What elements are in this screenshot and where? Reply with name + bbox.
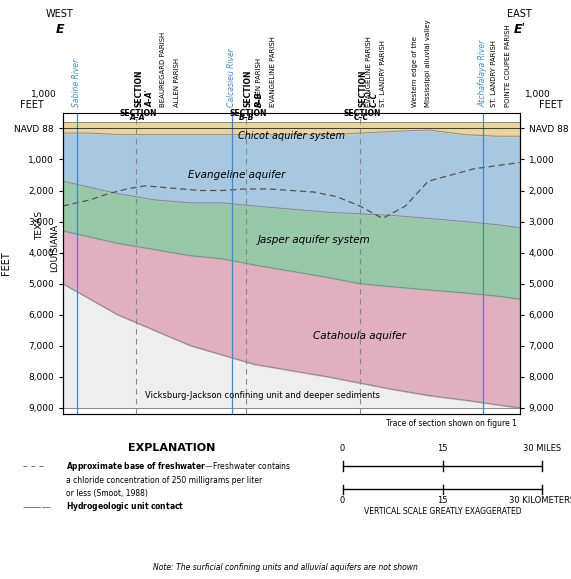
Text: EVANGELINE PARISH: EVANGELINE PARISH (366, 36, 372, 107)
Text: ———: ——— (23, 501, 52, 512)
Text: ST. LANDRY PARISH: ST. LANDRY PARISH (492, 40, 497, 107)
Text: LOUISIANA: LOUISIANA (50, 224, 59, 273)
Text: 1,000: 1,000 (31, 90, 57, 99)
Text: Western edge of the: Western edge of the (412, 36, 417, 107)
Text: ALLEN PARISH: ALLEN PARISH (256, 58, 262, 107)
Text: A–Aʹ: A–Aʹ (146, 89, 155, 107)
Text: B–Bʹ: B–Bʹ (239, 113, 257, 122)
Text: SECTION: SECTION (358, 69, 367, 107)
Text: B–Bʹ: B–Bʹ (255, 89, 264, 107)
Text: Mississippi alluvial valley: Mississippi alluvial valley (425, 20, 431, 107)
Text: – – –: – – – (23, 461, 44, 471)
Text: 1,000: 1,000 (525, 90, 551, 99)
Text: a chloride concentration of 250 milligrams per liter: a chloride concentration of 250 milligra… (66, 476, 262, 485)
Text: 15: 15 (437, 496, 448, 505)
Text: Catahoula aquifer: Catahoula aquifer (313, 331, 406, 342)
Text: Sabine River: Sabine River (72, 59, 81, 107)
Text: BEAUREGARD PARISH: BEAUREGARD PARISH (160, 32, 166, 107)
Text: VERTICAL SCALE GREATLY EXAGGERATED: VERTICAL SCALE GREATLY EXAGGERATED (364, 507, 521, 516)
Text: $\bf{Hydrogeologic\ unit\ contact}$: $\bf{Hydrogeologic\ unit\ contact}$ (66, 500, 184, 513)
Text: E: E (56, 23, 64, 36)
Text: $\bf{Approximate\ base\ of\ freshwater}$—Freshwater contains: $\bf{Approximate\ base\ of\ freshwater}$… (66, 460, 291, 472)
Text: FEET: FEET (539, 100, 563, 110)
Text: ST. LANDRY PARISH: ST. LANDRY PARISH (380, 40, 385, 107)
Text: C–Cʹ: C–Cʹ (353, 113, 371, 122)
Text: Evangeline aquifer: Evangeline aquifer (188, 170, 285, 180)
Text: 0: 0 (340, 444, 345, 453)
Text: A–Aʹ: A–Aʹ (129, 113, 147, 122)
Text: Vicksburg-Jackson confining unit and deeper sediments: Vicksburg-Jackson confining unit and dee… (145, 391, 380, 400)
Text: Trace of section shown on figure 1: Trace of section shown on figure 1 (387, 419, 517, 428)
Text: EVANGELINE PARISH: EVANGELINE PARISH (270, 36, 276, 107)
Text: Note: The surficial confining units and alluvial aquifers are not shown: Note: The surficial confining units and … (153, 563, 418, 572)
Text: Eʹ: Eʹ (513, 23, 526, 36)
Y-axis label: FEET: FEET (1, 251, 11, 276)
Text: SECTION: SECTION (229, 108, 267, 118)
Text: Chicot aquifer system: Chicot aquifer system (238, 131, 345, 141)
Text: FEET: FEET (19, 100, 43, 110)
Text: TEXAS: TEXAS (35, 211, 45, 240)
Text: Atchafalaya River: Atchafalaya River (478, 40, 488, 107)
Text: 0: 0 (340, 496, 345, 505)
Text: Jasper aquifer system: Jasper aquifer system (258, 235, 371, 245)
Text: SECTION: SECTION (244, 69, 253, 107)
Text: 30 MILES: 30 MILES (524, 444, 561, 453)
Text: EXPLANATION: EXPLANATION (127, 443, 215, 453)
Text: C–Cʹ: C–Cʹ (369, 90, 379, 107)
Text: SECTION: SECTION (343, 108, 381, 118)
Text: Calcasieu River: Calcasieu River (227, 48, 236, 107)
Text: SECTION: SECTION (134, 69, 143, 107)
Text: SECTION: SECTION (119, 108, 157, 118)
Text: POINTE COUPEE PARISH: POINTE COUPEE PARISH (505, 24, 511, 107)
Text: ALLEN PARISH: ALLEN PARISH (174, 58, 180, 107)
Text: 15: 15 (437, 444, 448, 453)
Text: 30 KILOMETERS: 30 KILOMETERS (509, 496, 571, 505)
Text: EAST: EAST (507, 9, 532, 19)
Text: WEST: WEST (46, 9, 74, 19)
Text: or less (Smoot, 1988): or less (Smoot, 1988) (66, 489, 147, 499)
